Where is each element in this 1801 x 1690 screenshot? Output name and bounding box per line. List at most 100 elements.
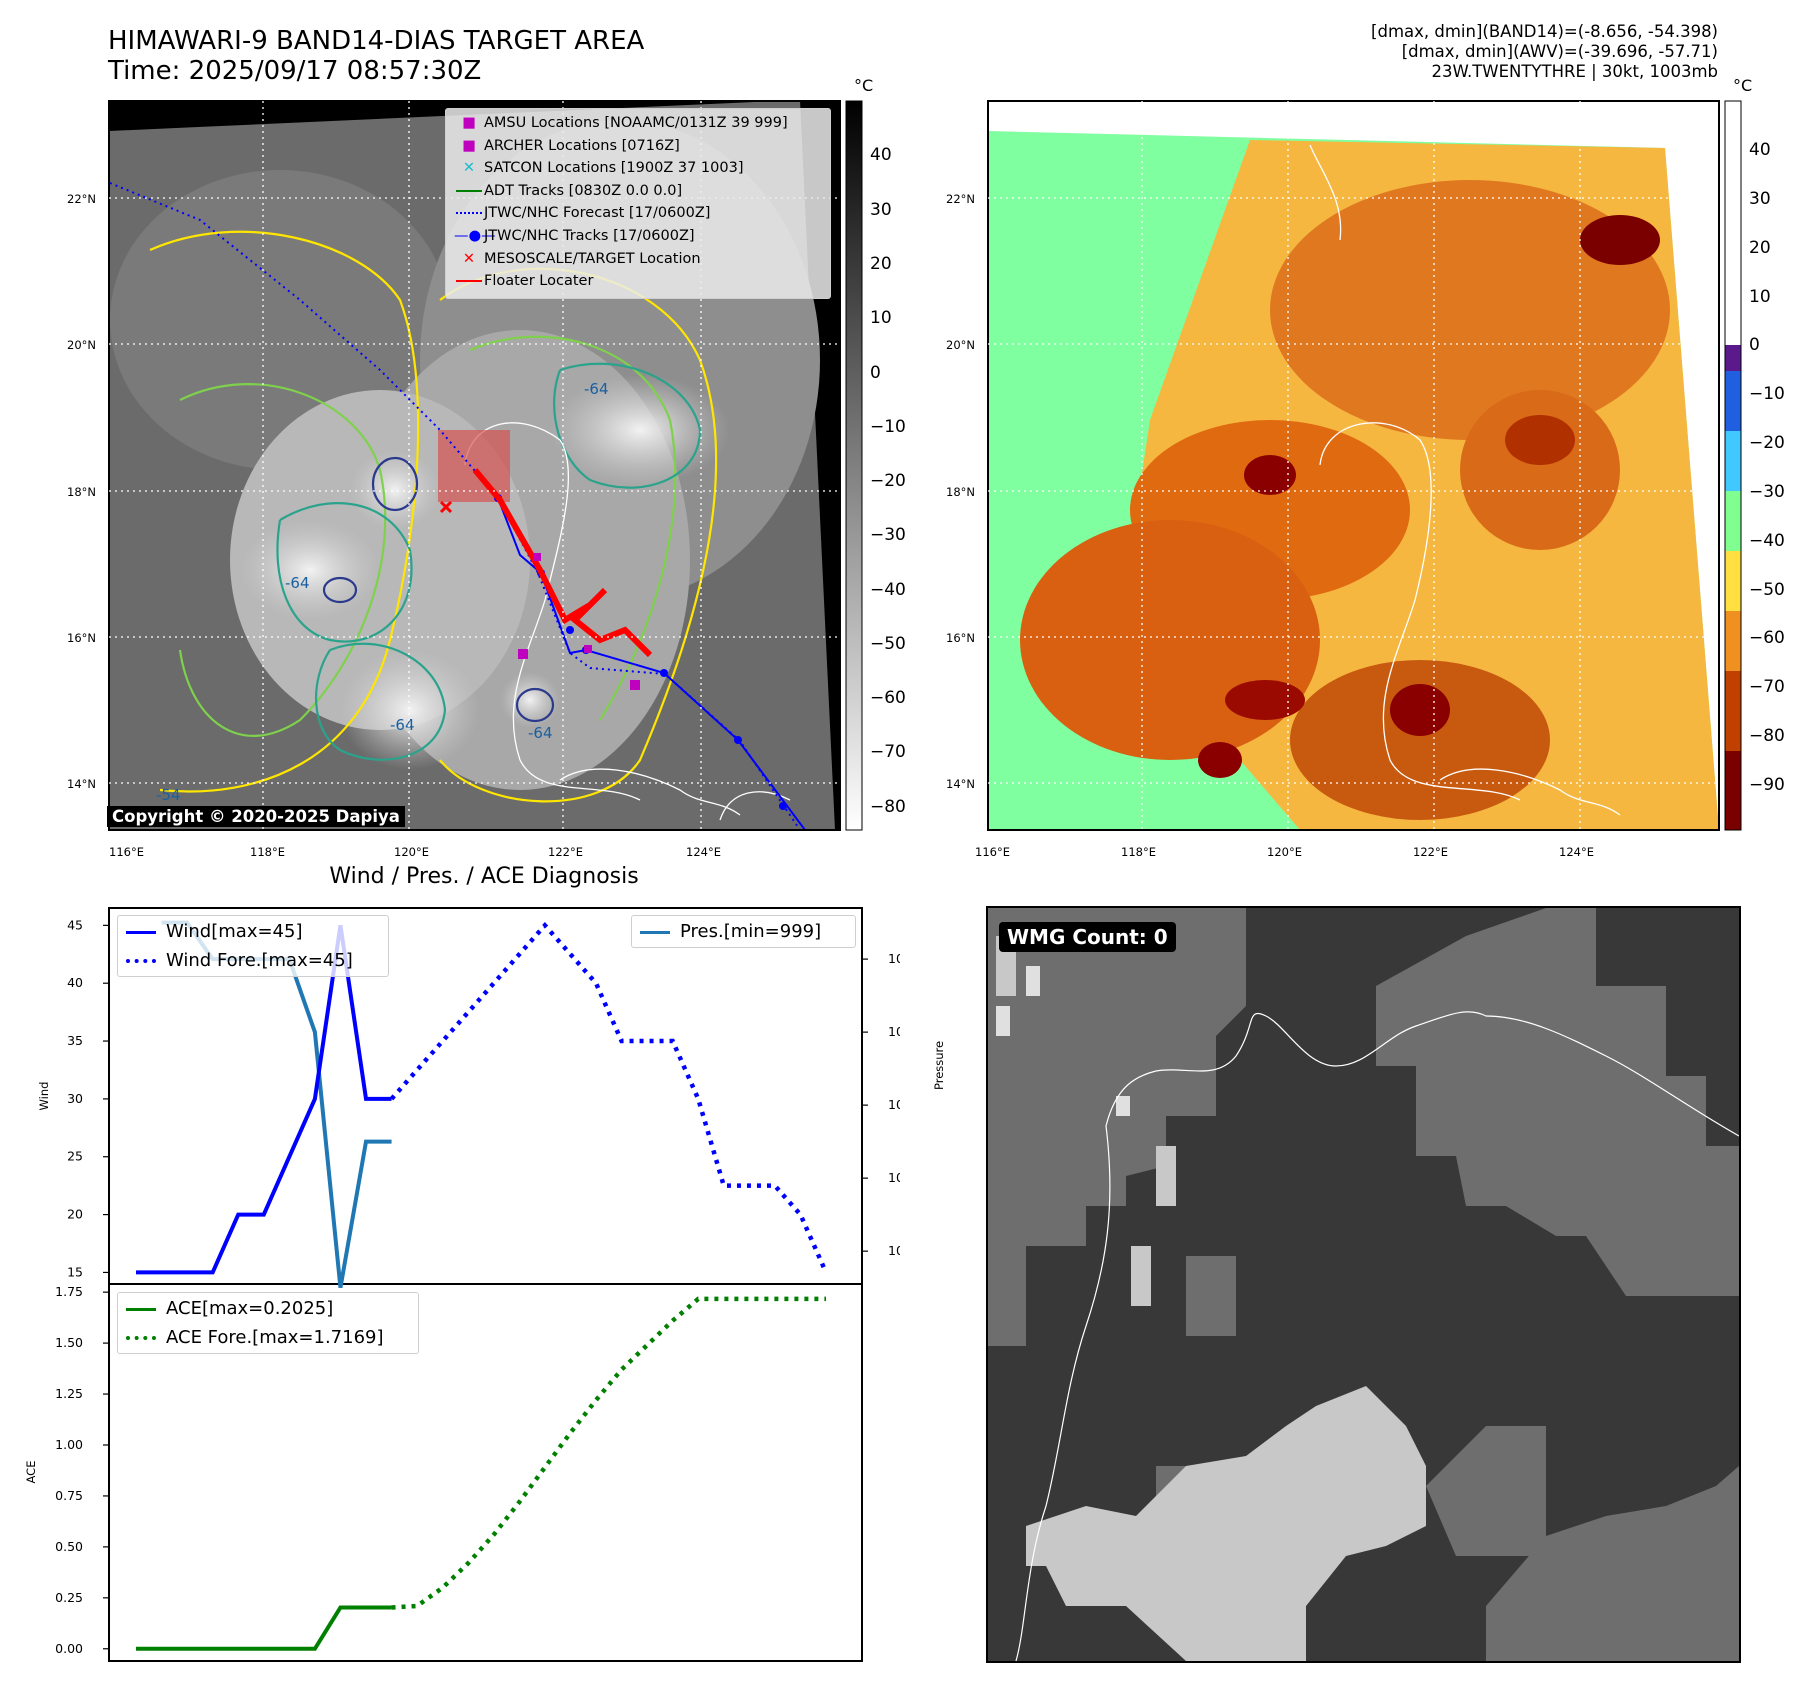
ir-cb-tick: 30	[870, 200, 892, 220]
lon-label: 122°E	[548, 845, 583, 859]
legend-item-satcon: ✕ SATCON Locations [1900Z 37 1003]	[462, 160, 744, 177]
lat-label: 14°N	[946, 777, 975, 791]
ace-ytick-label: 1.50	[55, 1335, 83, 1350]
wind-ylabel: Wind	[37, 1082, 51, 1111]
lat-label: 14°N	[67, 777, 96, 791]
ir-cb-tick: −40	[870, 580, 906, 600]
wind-legend: Wind[max=45] Wind Fore.[max=45]	[117, 915, 389, 977]
wmg-count-badge: WMG Count: 0	[999, 922, 1176, 952]
diagnosis-charts: 15 20 25 30 35 40 45 1000 1002 1004 1006 1008 0.00…	[24, 907, 900, 1662]
ir-cb-tick: 40	[870, 145, 892, 165]
wmg-panel	[986, 906, 1741, 1663]
lat-label: 16°N	[946, 631, 975, 645]
wind-ytick-label: 15	[67, 1264, 83, 1279]
lon-label: 122°E	[1413, 845, 1448, 859]
legend-item-adt: ADT Tracks [0830Z 0.0 0.0]	[454, 180, 788, 203]
info-awv-range: [dmax, dmin](AWV)=(-39.696, -57.71)	[1401, 42, 1718, 61]
jtwc-best-track	[497, 497, 806, 830]
lon-label: 124°E	[686, 845, 721, 859]
chart-time: Time: 2025/09/17 08:57:30Z	[108, 56, 482, 86]
ir-cb-tick: −70	[870, 742, 906, 762]
contour-label: -64	[584, 380, 609, 398]
ir-cb-tick: −10	[870, 417, 906, 437]
ir-legend: ■ AMSU Locations [NOAAMC/0131Z 39 999] ■ A…	[445, 108, 831, 299]
awv-colorbar	[1724, 100, 1742, 831]
lat-label: 20°N	[946, 338, 975, 352]
wind-ytick-label: 45	[67, 917, 83, 932]
awv-cb-tick: −80	[1749, 726, 1785, 746]
wind-forecast-series	[389, 921, 829, 1274]
legend-wind-forecast: Wind Fore.[max=45]	[126, 946, 353, 975]
lat-label: 18°N	[946, 485, 975, 499]
wind-series	[136, 925, 392, 1275]
awv-cb-tick: 30	[1749, 189, 1771, 209]
lat-label: 16°N	[67, 631, 96, 645]
ace-legend: ACE[max=0.2025] ACE Fore.[max=1.7169]	[117, 1292, 419, 1354]
awv-imagery	[988, 101, 1719, 830]
ace-ytick-label: 0.25	[55, 1590, 83, 1605]
ace-ytick-label: 0.75	[55, 1488, 83, 1503]
diagnosis-title: Wind / Pres. / ACE Diagnosis	[329, 864, 639, 889]
lat-label: 22°N	[946, 192, 975, 206]
legend-item-floater: Floater Locater	[454, 270, 788, 293]
pressure-ytick-label: 1008	[888, 951, 900, 966]
ace-ytick-label: 1.25	[55, 1386, 83, 1401]
contour-label: -64	[285, 574, 310, 592]
lat-label: 20°N	[67, 338, 96, 352]
copyright-badge: Copyright © 2020-2025 Dapiya	[107, 806, 405, 827]
awv-cb-tick: −50	[1749, 580, 1785, 600]
wind-ytick-label: 20	[67, 1207, 83, 1222]
ace-ytick-label: 0.00	[55, 1641, 83, 1656]
lat-label: 18°N	[67, 485, 96, 499]
awv-cb-tick: −40	[1749, 531, 1785, 551]
ace-forecast-series	[391, 1296, 826, 1610]
ir-cb-tick: 10	[870, 308, 892, 328]
mesoscale-target-marker	[439, 500, 453, 514]
ir-cb-tick: 20	[870, 254, 892, 274]
chart-title: HIMAWARI-9 BAND14-DIAS TARGET AREA	[108, 26, 645, 56]
contour-label: -54	[156, 786, 181, 804]
ir-colorbar-unit: °C	[854, 76, 874, 95]
coastline	[1015, 1011, 1740, 1662]
wind-ytick-label: 35	[67, 1033, 83, 1048]
pressure-legend: Pres.[min=999]	[631, 915, 856, 948]
pressure-series	[161, 920, 392, 1288]
ir-cb-tick: 0	[870, 363, 881, 383]
ir-cb-tick: −60	[870, 688, 906, 708]
ace-series	[136, 1605, 392, 1651]
ace-ytick-label: 1.00	[55, 1437, 83, 1452]
lon-label: 124°E	[1559, 845, 1594, 859]
awv-cb-tick: −70	[1749, 677, 1785, 697]
legend-pressure: Pres.[min=999]	[640, 917, 821, 946]
info-storm-id: 23W.TWENTYTHRE | 30kt, 1003mb	[1431, 62, 1718, 81]
awv-cb-tick: 0	[1749, 335, 1760, 355]
lon-label: 118°E	[250, 845, 285, 859]
legend-item-jtwc-tracks: —●—JTWC/NHC Tracks [17/0600Z]	[454, 227, 695, 244]
ir-cb-tick: −30	[870, 525, 906, 545]
awv-colorbar-unit: °C	[1733, 76, 1753, 95]
lat-label: 22°N	[67, 192, 96, 206]
legend-item-jtwc-forecast: JTWC/NHC Forecast [17/0600Z]	[454, 202, 788, 225]
amsu-archer-markers	[518, 553, 640, 690]
wind-ytick-label: 30	[67, 1091, 83, 1106]
legend-item-archer: ■ ARCHER Locations [0716Z]	[462, 137, 680, 154]
ir-cb-tick: −20	[870, 471, 906, 491]
pressure-ylabel-text: Pressure	[932, 1040, 946, 1090]
legend-wind: Wind[max=45]	[126, 917, 353, 946]
awv-cb-tick: −90	[1749, 775, 1785, 795]
lon-label: 118°E	[1121, 845, 1156, 859]
pressure-ytick-label: 1006	[888, 1024, 900, 1039]
ir-colorbar	[845, 100, 863, 831]
wind-ytick-label: 40	[67, 975, 83, 990]
legend-ace: ACE[max=0.2025]	[126, 1294, 384, 1323]
contour-label: -64	[528, 724, 553, 742]
info-band14-range: [dmax, dmin](BAND14)=(-8.656, -54.398)	[1371, 22, 1718, 41]
awv-cb-tick: −20	[1749, 433, 1785, 453]
ace-axes	[108, 1283, 863, 1662]
ace-ytick-label: 1.75	[55, 1284, 83, 1299]
ir-cb-tick: −80	[870, 797, 906, 817]
awv-cb-tick: 40	[1749, 140, 1771, 160]
ace-ytick-label: 0.50	[55, 1539, 83, 1554]
awv-cb-tick: −60	[1749, 628, 1785, 648]
awv-cb-tick: −30	[1749, 482, 1785, 502]
